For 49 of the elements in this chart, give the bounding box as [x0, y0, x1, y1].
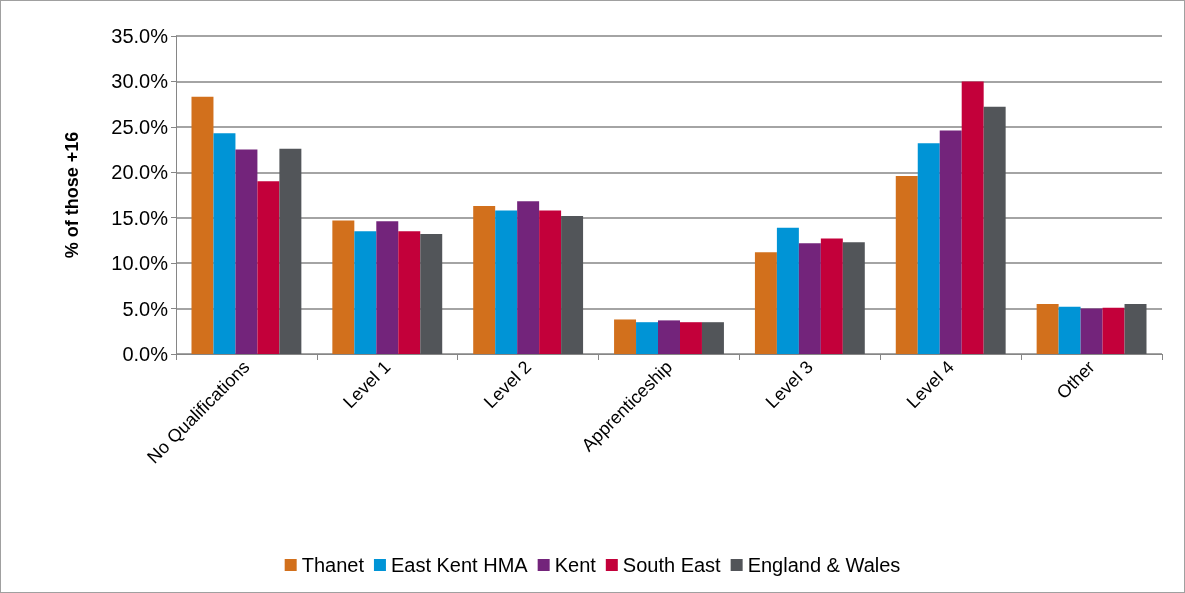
- y-tick-label: 35.0%: [111, 25, 169, 47]
- bar: [776, 227, 799, 354]
- bar: [235, 149, 258, 354]
- bar: [983, 106, 1006, 354]
- bar: [895, 175, 918, 354]
- bar: [961, 81, 984, 354]
- y-tick-label: 0.0%: [122, 343, 169, 365]
- bar: [1036, 304, 1059, 354]
- bar: [636, 322, 659, 354]
- bar: [614, 319, 637, 354]
- bar: [191, 96, 214, 354]
- bar: [917, 143, 940, 354]
- y-tick-label: 20.0%: [111, 161, 169, 184]
- bar: [420, 234, 443, 354]
- legend-label: Thanet: [301, 554, 365, 576]
- bar: [701, 322, 724, 354]
- bar: [842, 242, 865, 354]
- bar: [539, 210, 562, 354]
- legend-label: Kent: [554, 554, 597, 576]
- y-tick-label: 5.0%: [122, 297, 169, 320]
- bar: [332, 220, 355, 354]
- bar: [1058, 306, 1081, 354]
- bar: [679, 322, 702, 354]
- bar: [376, 221, 399, 354]
- bar: [1080, 308, 1103, 354]
- bar: [398, 231, 421, 354]
- y-axis-title: % of those +16: [62, 131, 82, 259]
- bar: [939, 130, 962, 354]
- bar: [517, 201, 540, 354]
- y-tick-label: 10.0%: [111, 252, 169, 275]
- bar: [213, 133, 236, 354]
- bar: [495, 210, 518, 354]
- legend-label: South East: [622, 554, 722, 576]
- y-tick-label: 15.0%: [111, 206, 169, 229]
- bar: [473, 205, 496, 354]
- bar: [1124, 304, 1147, 354]
- bar: [561, 215, 584, 354]
- y-tick-label: 30.0%: [111, 70, 169, 93]
- bar: [257, 181, 280, 354]
- bar: [658, 320, 680, 354]
- y-tick-label: 25.0%: [111, 115, 169, 138]
- bar: [798, 243, 821, 354]
- bar: [1102, 307, 1125, 354]
- bar: [754, 252, 777, 354]
- bar: [279, 148, 302, 354]
- bar: [354, 231, 377, 354]
- bar: [820, 238, 843, 354]
- legend-label: England & Wales: [747, 554, 901, 576]
- legend-label: East Kent HMA: [390, 554, 529, 576]
